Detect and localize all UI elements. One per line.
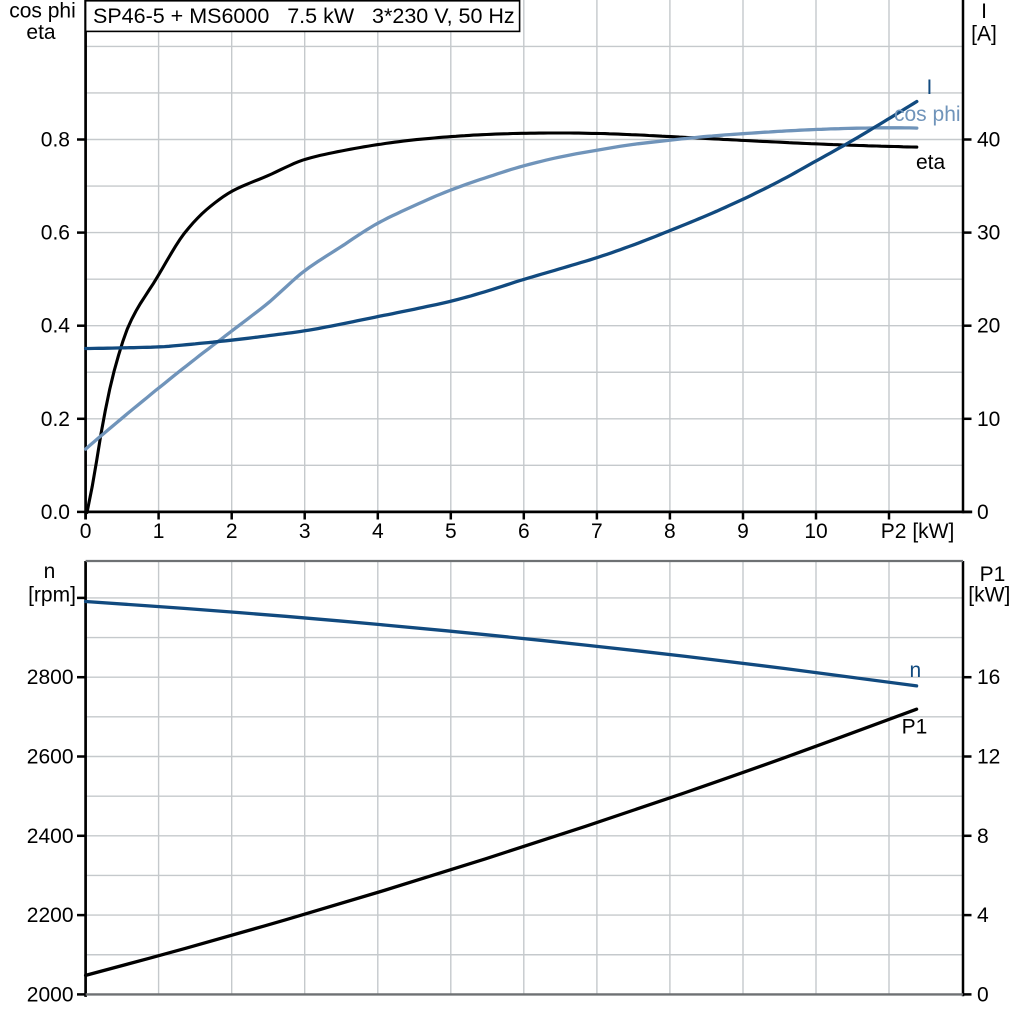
svg-text:P1: P1 [902, 715, 928, 738]
svg-text:0.4: 0.4 [41, 315, 71, 338]
svg-text:eta: eta [26, 21, 56, 44]
svg-text:3: 3 [299, 520, 311, 543]
svg-text:2800: 2800 [27, 666, 74, 689]
svg-text:8: 8 [664, 520, 676, 543]
svg-text:5: 5 [445, 520, 457, 543]
svg-text:2200: 2200 [27, 904, 74, 927]
svg-text:eta: eta [916, 151, 946, 174]
svg-text:12: 12 [977, 746, 1000, 769]
svg-text:16: 16 [977, 666, 1000, 689]
svg-text:P1: P1 [980, 563, 1006, 586]
svg-text:9: 9 [737, 520, 749, 543]
svg-text:4: 4 [372, 520, 384, 543]
svg-text:0: 0 [80, 520, 92, 543]
svg-text:P2 [kW]: P2 [kW] [881, 520, 955, 543]
svg-text:0: 0 [977, 501, 989, 524]
svg-text:10: 10 [977, 408, 1000, 431]
svg-text:4: 4 [977, 904, 989, 927]
svg-text:40: 40 [977, 129, 1000, 152]
svg-text:2400: 2400 [27, 825, 74, 848]
svg-text:n: n [910, 659, 922, 682]
svg-text:I: I [981, 0, 987, 23]
svg-text:cos phi: cos phi [894, 103, 961, 126]
svg-text:0: 0 [977, 983, 989, 1006]
svg-text:30: 30 [977, 222, 1000, 245]
svg-text:[rpm]: [rpm] [28, 584, 76, 607]
svg-text:0.0: 0.0 [41, 501, 70, 524]
svg-text:0.8: 0.8 [41, 129, 70, 152]
svg-text:[A]: [A] [971, 23, 997, 46]
svg-text:0.6: 0.6 [41, 222, 70, 245]
svg-text:8: 8 [977, 825, 989, 848]
svg-text:[kW]: [kW] [968, 583, 1010, 606]
svg-text:cos phi: cos phi [9, 0, 76, 23]
svg-text:I: I [927, 76, 933, 99]
svg-text:20: 20 [977, 315, 1000, 338]
svg-text:n: n [44, 560, 56, 583]
svg-text:2000: 2000 [27, 983, 74, 1006]
svg-text:1: 1 [153, 520, 165, 543]
svg-text:7: 7 [591, 520, 603, 543]
svg-text:6: 6 [518, 520, 530, 543]
svg-text:SP46-5 + MS6000 7.5 kW 3*2: SP46-5 + MS6000 7.5 kW 3*230 V, 50 Hz [93, 4, 515, 28]
svg-text:2: 2 [226, 520, 238, 543]
svg-text:10: 10 [804, 520, 827, 543]
svg-text:0.2: 0.2 [41, 408, 70, 431]
svg-text:2600: 2600 [27, 746, 74, 769]
